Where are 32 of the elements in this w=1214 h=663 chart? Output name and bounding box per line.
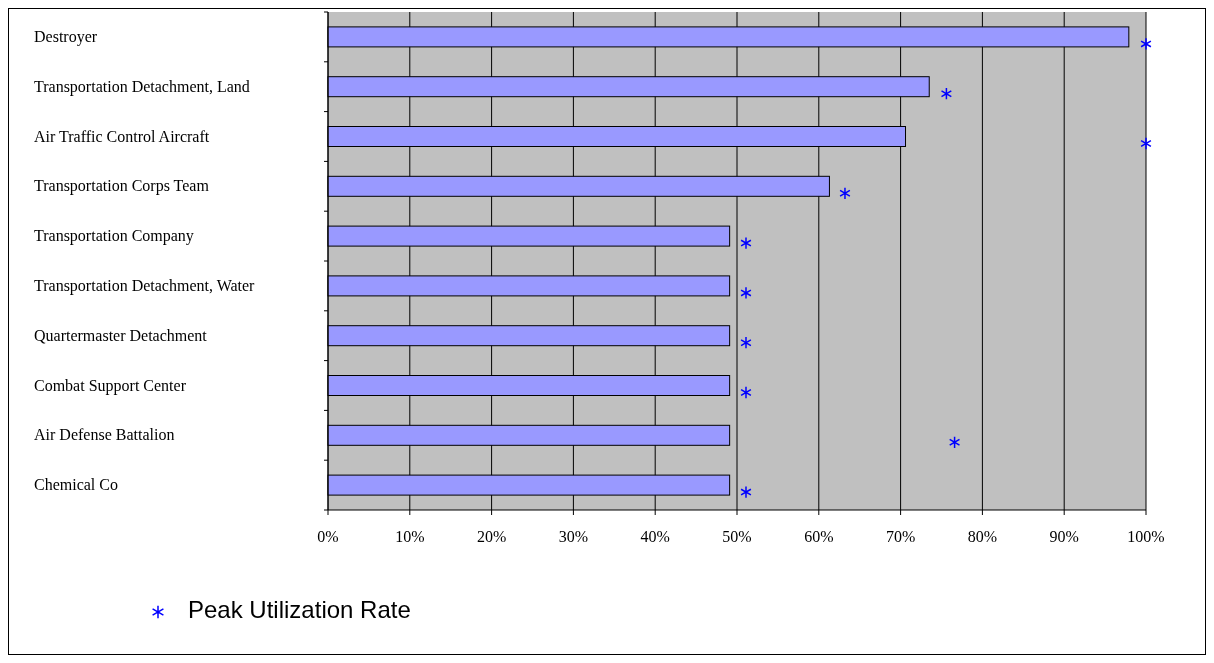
point [948,435,961,449]
y-tick-label: Transportation Detachment, Land [34,77,250,96]
y-tick-label: Transportation Company [34,227,194,246]
y-tick-label: Chemical Co [34,476,118,494]
x-tick-label: 70% [885,528,916,545]
y-tick-label: Air Traffic Control Aircraft [34,127,210,145]
x-tick-label: 90% [1049,528,1079,545]
x-tick-label: 30% [558,528,589,545]
y-tick-label: Quartermaster Detachment [34,326,208,344]
legend-label: Peak Utilization Rate [188,596,411,623]
point [740,485,752,499]
point [1140,137,1152,150]
x-tick-label: 20% [476,528,507,545]
x-tick-label: 50% [722,528,752,545]
x-tick-label: 60% [804,528,834,545]
y-tick-label: Combat Support Center [34,376,187,395]
point [740,336,752,350]
point [1140,37,1152,51]
x-tick-label: 10% [395,528,425,545]
point [740,236,752,250]
x-tick-label: 100% [1127,528,1165,545]
y-tick-label: Air Defense Battalion [34,426,175,444]
x-tick-label: 80% [967,528,998,545]
x-tick-label: 0% [317,528,339,545]
y-tick-label: Transportation Detachment, Water [34,276,256,295]
y-tick-label: Destroyer [34,27,98,46]
point [740,386,752,399]
point [839,186,851,200]
point [940,87,953,101]
x-tick-label: 40% [640,528,670,545]
point [740,286,752,300]
y-tick-label: Transportation Corps Team [34,177,210,196]
